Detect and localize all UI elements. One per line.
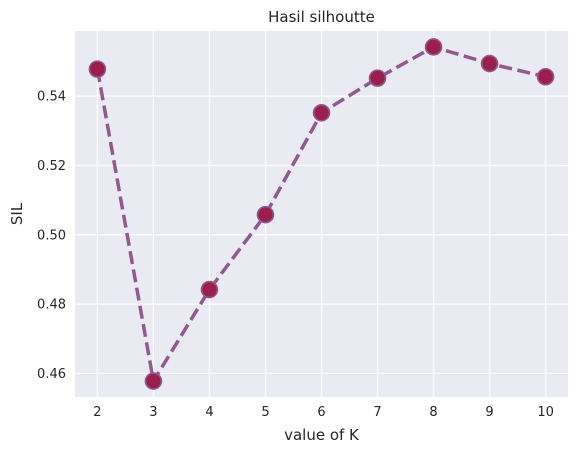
y-tick-label: 0.50 xyxy=(37,228,66,243)
x-tick-label: 10 xyxy=(537,405,554,420)
x-tick-labels: 2 3 4 5 6 7 8 9 10 xyxy=(93,405,554,420)
y-tick-label: 0.48 xyxy=(37,298,66,313)
data-point xyxy=(536,67,555,86)
series-points xyxy=(88,38,555,390)
y-tick-label: 0.52 xyxy=(37,159,66,174)
x-tick-label: 2 xyxy=(93,405,101,420)
grid-lines xyxy=(75,31,568,397)
x-tick-label: 9 xyxy=(485,405,493,420)
chart-title: Hasil silhoutte xyxy=(268,8,375,26)
x-tick-label: 3 xyxy=(149,405,157,420)
data-point xyxy=(480,54,499,73)
data-point xyxy=(312,103,331,122)
x-tick-label: 7 xyxy=(373,405,381,420)
data-point xyxy=(200,280,219,299)
data-point xyxy=(368,69,387,87)
x-tick-label: 6 xyxy=(317,405,325,420)
data-point xyxy=(144,372,163,390)
y-axis-label: SIL xyxy=(8,202,26,225)
y-tick-label: 0.46 xyxy=(37,367,66,382)
x-tick-label: 5 xyxy=(261,405,269,420)
x-tick-label: 4 xyxy=(205,405,213,420)
x-axis-label: value of K xyxy=(284,426,360,444)
y-tick-labels: 0.46 0.48 0.50 0.52 0.54 xyxy=(37,90,66,382)
data-point xyxy=(88,60,107,78)
x-tick-label: 8 xyxy=(429,405,437,420)
data-point xyxy=(256,205,275,224)
data-point xyxy=(424,38,443,56)
y-tick-label: 0.54 xyxy=(37,90,66,105)
